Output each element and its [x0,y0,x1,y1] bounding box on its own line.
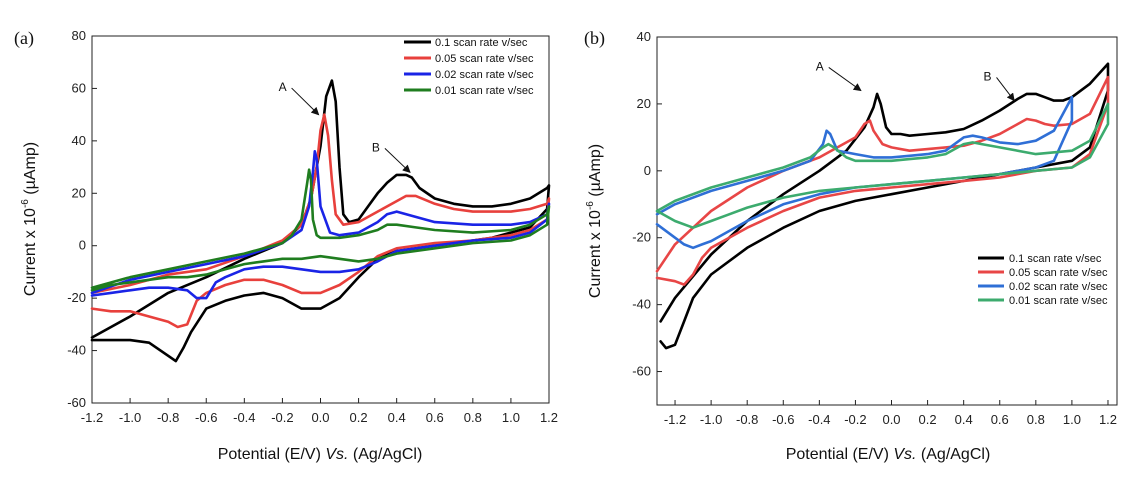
y-tick-label: 20 [72,185,86,200]
series-line-2 [90,150,551,300]
legend-label-3: 0.01 scan rate v/sec [435,85,534,97]
series-line-0 [659,62,1110,350]
y-tick-label: -20 [67,290,86,305]
y-tick-label: 80 [72,28,86,43]
x-tick-label: -0.8 [736,412,758,427]
x-axis-label: Potential (E/V) Vs. (Ag/AgCl) [786,446,991,463]
x-tick-label: 0.8 [464,410,482,425]
panel-label: (b) [584,28,605,49]
y-tick-label: 20 [637,96,651,111]
y-axis-label: Current x 10-6 (µAmp) [585,144,604,298]
legend-label-1: 0.05 scan rate v/sec [435,53,534,65]
annotation-label-b: B [984,69,992,83]
y-axis-label-exp: -6 [585,201,596,210]
y-axis-label-tail: (µAmp) [587,144,604,201]
legend-label-2: 0.02 scan rate v/sec [435,69,534,81]
x-tick-label: -0.6 [195,410,217,425]
y-tick-label: -40 [67,343,86,358]
series-layer [90,79,551,363]
series-line-3 [655,102,1110,229]
y-axis-label-main: Current x 10 [22,208,39,296]
x-axis-label-italic: Vs. [325,446,348,463]
y-tick-label: -60 [67,395,86,410]
x-tick-label: 0.8 [1027,412,1045,427]
y-tick-label: -60 [632,364,651,379]
annotation-arrow-a [291,87,320,116]
y-axis-label-tail: (µAmp) [22,142,39,199]
x-tick-label: 0.0 [311,410,329,425]
x-tick-label: 1.2 [1099,412,1117,427]
y-tick-label: 40 [637,29,651,44]
legend-label-1: 0.05 scan rate v/sec [1009,267,1108,279]
x-tick-label: 1.0 [1063,412,1081,427]
legend-label-2: 0.02 scan rate v/sec [1009,281,1108,293]
legend-label-0: 0.1 scan rate v/sec [1009,253,1102,265]
x-tick-label: -0.2 [844,412,866,427]
x-tick-label: 1.0 [502,410,520,425]
annotation-label-b: B [372,140,380,154]
x-tick-label: 0.6 [991,412,1009,427]
x-tick-label: -0.8 [157,410,179,425]
panel-a: (a) -1.2 -1.0 -0.8 -0.6 -0.4 -0.2 0.0 0.2 0.4 0.6… [14,28,558,463]
x-tick-label: 0.4 [388,410,406,425]
x-tick-label: 0.6 [426,410,444,425]
x-tick-label: -1.0 [700,412,722,427]
tick-layer: -1.2 -1.0 -0.8 -0.6 -0.4 -0.2 0.0 0.2 0.4 0.6 0.8 1… [632,29,1117,427]
x-axis-label-tail: (Ag/AgCl) [916,446,990,463]
series-line-3 [90,168,551,292]
annotation-layer: AB [816,59,1015,102]
x-tick-label: -1.0 [119,410,141,425]
x-axis-label-main: Potential (E/V) [786,446,894,463]
panel-b: (b) -1.2 -1.0 -0.8 -0.6 -0.4 -0.2 0.0 0.2 0.4 0.6… [584,28,1118,463]
y-tick-label: 0 [644,163,651,178]
x-axis-label: Potential (E/V) Vs. (Ag/AgCl) [218,446,423,463]
x-tick-label: 0.0 [882,412,900,427]
x-tick-label: 0.2 [919,412,937,427]
y-tick-label: -40 [632,297,651,312]
y-axis-label-main: Current x 10 [587,210,604,298]
y-axis-label: Current x 10-6 (µAmp) [20,142,39,296]
annotation-arrow-a [828,67,862,92]
series-line-2 [655,95,1074,250]
legend-label-3: 0.01 scan rate v/sec [1009,295,1108,307]
y-axis-label-exp: -6 [20,199,31,208]
plot-frame [656,36,1118,406]
legend: 0.1 scan rate v/sec 0.05 scan rate v/sec… [978,253,1108,307]
x-tick-label: -0.4 [233,410,255,425]
x-tick-label: 1.2 [540,410,558,425]
legend: 0.1 scan rate v/sec 0.05 scan rate v/sec… [404,37,534,97]
x-axis-label-main: Potential (E/V) [218,446,326,463]
series-line-0 [90,79,551,363]
tick-layer: -1.2 -1.0 -0.8 -0.6 -0.4 -0.2 0.0 0.2 0.4 0.6 0.8 1… [67,28,558,425]
x-tick-label: -0.6 [772,412,794,427]
y-tick-label: -20 [632,230,651,245]
series-line-1 [90,113,551,329]
x-tick-label: -0.2 [271,410,293,425]
x-axis-label-tail: (Ag/AgCl) [348,446,422,463]
annotation-layer: AB [279,80,411,174]
annotation-label-a: A [816,59,824,73]
panel-label: (a) [14,28,34,49]
x-tick-label: -1.2 [81,410,103,425]
x-tick-label: -1.2 [664,412,686,427]
y-tick-label: 40 [72,133,86,148]
y-tick-label: 0 [79,238,86,253]
x-tick-label: -0.4 [808,412,830,427]
x-tick-label: 0.2 [350,410,368,425]
x-tick-label: 0.4 [955,412,973,427]
annotation-arrow-b [384,147,411,174]
legend-label-0: 0.1 scan rate v/sec [435,37,528,49]
annotation-label-a: A [279,80,287,94]
series-layer [655,62,1110,350]
series-line-1 [655,75,1110,286]
y-tick-label: 60 [72,80,86,95]
annotation-arrow-b [996,77,1015,102]
x-axis-label-italic: Vs. [893,446,916,463]
